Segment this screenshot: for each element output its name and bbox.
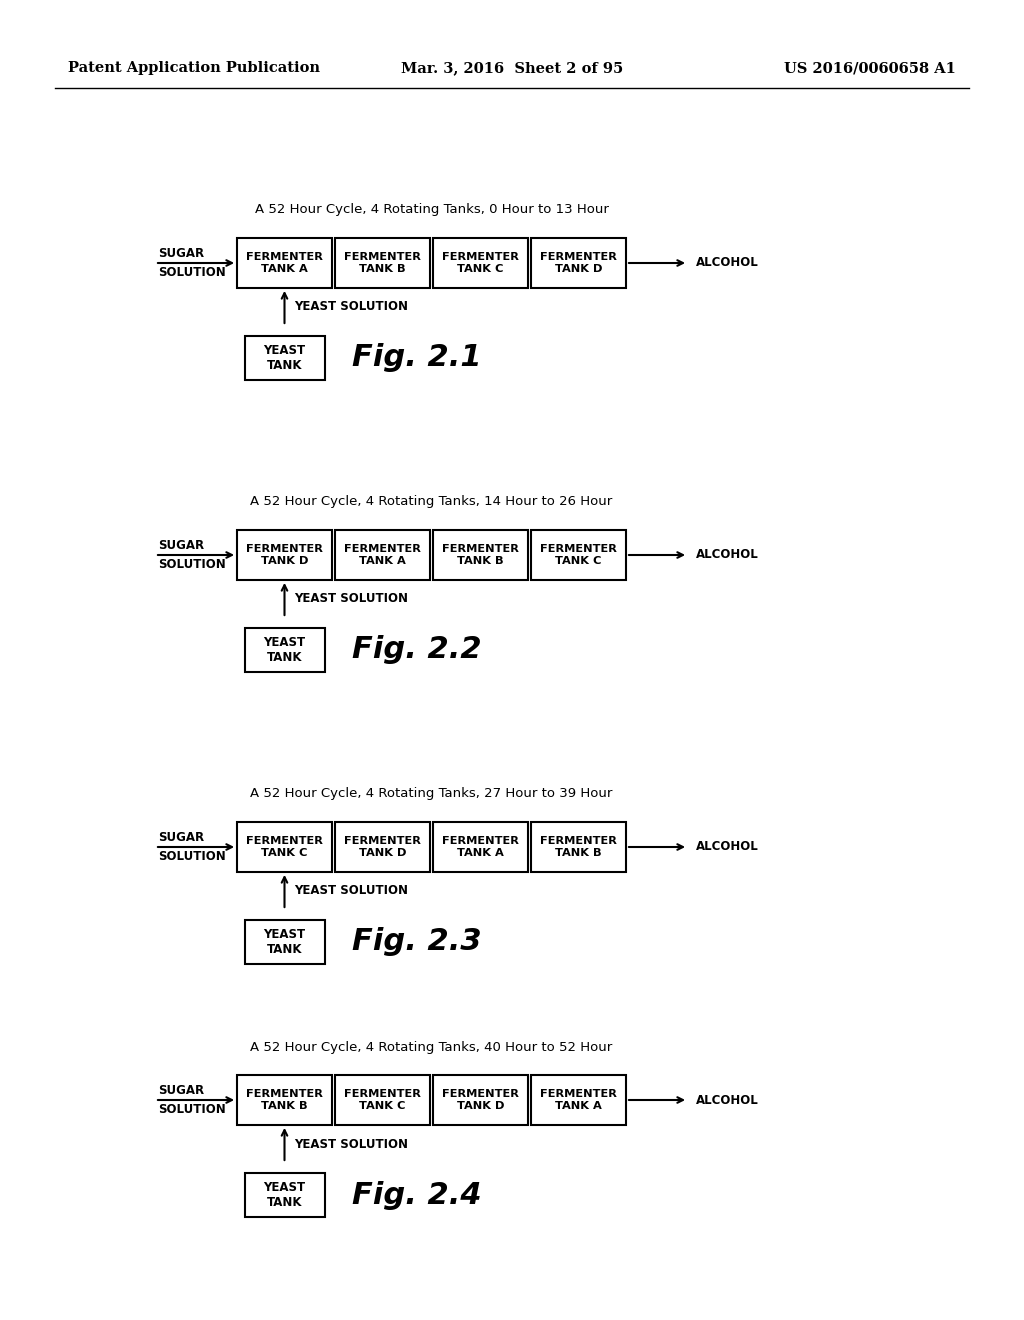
Text: FERMENTER
TANK B: FERMENTER TANK B (442, 544, 519, 566)
Text: Patent Application Publication: Patent Application Publication (68, 61, 319, 75)
Text: A 52 Hour Cycle, 4 Rotating Tanks, 27 Hour to 39 Hour: A 52 Hour Cycle, 4 Rotating Tanks, 27 Ho… (250, 788, 612, 800)
Bar (531, 1074, 626, 1125)
Text: FERMENTER
TANK B: FERMENTER TANK B (246, 1089, 323, 1111)
Bar (237, 238, 332, 288)
Text: A 52 Hour Cycle, 4 Rotating Tanks, 14 Hour to 26 Hour: A 52 Hour Cycle, 4 Rotating Tanks, 14 Ho… (251, 495, 612, 508)
Text: Mar. 3, 2016  Sheet 2 of 95: Mar. 3, 2016 Sheet 2 of 95 (400, 61, 624, 75)
Bar (433, 238, 528, 288)
Text: Fig. 2.4: Fig. 2.4 (352, 1180, 482, 1209)
Text: ALCOHOL: ALCOHOL (696, 841, 759, 854)
Text: FERMENTER
TANK C: FERMENTER TANK C (442, 252, 519, 273)
Text: A 52 Hour Cycle, 4 Rotating Tanks, 0 Hour to 13 Hour: A 52 Hour Cycle, 4 Rotating Tanks, 0 Hou… (255, 203, 608, 216)
Text: SUGAR: SUGAR (158, 1084, 204, 1097)
Text: FERMENTER
TANK A: FERMENTER TANK A (442, 836, 519, 858)
Text: FERMENTER
TANK D: FERMENTER TANK D (344, 836, 421, 858)
Bar (335, 1074, 430, 1125)
Text: SOLUTION: SOLUTION (158, 850, 225, 863)
Text: FERMENTER
TANK D: FERMENTER TANK D (442, 1089, 519, 1111)
Bar (531, 531, 626, 579)
Text: FERMENTER
TANK B: FERMENTER TANK B (540, 836, 616, 858)
Text: SOLUTION: SOLUTION (158, 558, 225, 572)
Bar (245, 628, 325, 672)
Bar (237, 822, 332, 873)
Text: A 52 Hour Cycle, 4 Rotating Tanks, 40 Hour to 52 Hour: A 52 Hour Cycle, 4 Rotating Tanks, 40 Ho… (251, 1040, 612, 1053)
Text: FERMENTER
TANK D: FERMENTER TANK D (246, 544, 323, 566)
Text: YEAST SOLUTION: YEAST SOLUTION (295, 593, 409, 606)
Bar (433, 531, 528, 579)
Text: SUGAR: SUGAR (158, 832, 204, 843)
Text: Fig. 2.3: Fig. 2.3 (352, 928, 482, 957)
Text: SOLUTION: SOLUTION (158, 1104, 225, 1115)
Text: FERMENTER
TANK C: FERMENTER TANK C (540, 544, 616, 566)
Text: SUGAR: SUGAR (158, 247, 204, 260)
Text: FERMENTER
TANK C: FERMENTER TANK C (344, 1089, 421, 1111)
Text: FERMENTER
TANK A: FERMENTER TANK A (344, 544, 421, 566)
Text: SUGAR: SUGAR (158, 539, 204, 552)
Bar (531, 238, 626, 288)
Text: YEAST SOLUTION: YEAST SOLUTION (295, 1138, 409, 1151)
Text: YEAST SOLUTION: YEAST SOLUTION (295, 884, 409, 898)
Text: YEAST
TANK: YEAST TANK (263, 1181, 305, 1209)
Text: FERMENTER
TANK A: FERMENTER TANK A (540, 1089, 616, 1111)
Bar (335, 531, 430, 579)
Bar (245, 337, 325, 380)
Bar (531, 822, 626, 873)
Bar (433, 1074, 528, 1125)
Text: FERMENTER
TANK D: FERMENTER TANK D (540, 252, 616, 273)
Text: FERMENTER
TANK A: FERMENTER TANK A (246, 252, 323, 273)
Bar (335, 822, 430, 873)
Text: FERMENTER
TANK C: FERMENTER TANK C (246, 836, 323, 858)
Text: YEAST
TANK: YEAST TANK (263, 928, 305, 956)
Text: YEAST
TANK: YEAST TANK (263, 345, 305, 372)
Bar (335, 238, 430, 288)
Text: Fig. 2.1: Fig. 2.1 (352, 343, 482, 372)
Text: ALCOHOL: ALCOHOL (696, 1093, 759, 1106)
Text: Fig. 2.2: Fig. 2.2 (352, 635, 482, 664)
Text: FERMENTER
TANK B: FERMENTER TANK B (344, 252, 421, 273)
Bar (245, 1173, 325, 1217)
Bar (237, 531, 332, 579)
Bar (237, 1074, 332, 1125)
Bar (245, 920, 325, 964)
Text: US 2016/0060658 A1: US 2016/0060658 A1 (784, 61, 956, 75)
Text: YEAST SOLUTION: YEAST SOLUTION (295, 301, 409, 314)
Bar (433, 822, 528, 873)
Text: ALCOHOL: ALCOHOL (696, 256, 759, 269)
Text: SOLUTION: SOLUTION (158, 267, 225, 279)
Text: YEAST
TANK: YEAST TANK (263, 636, 305, 664)
Text: ALCOHOL: ALCOHOL (696, 549, 759, 561)
